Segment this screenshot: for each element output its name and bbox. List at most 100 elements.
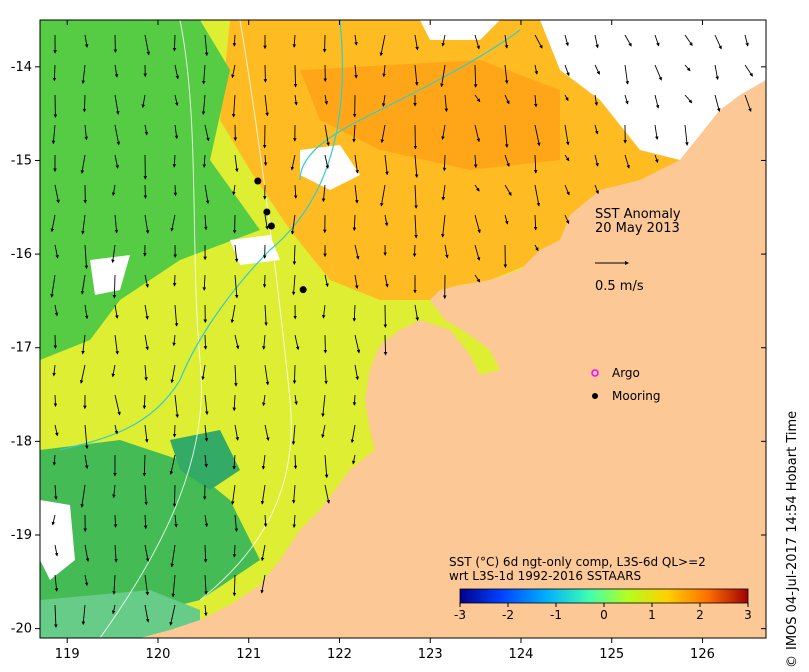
current-vector-arrow (174, 94, 179, 107)
current-vector-arrow (114, 94, 120, 115)
current-vector-arrow (231, 94, 236, 118)
current-vector-arrow (81, 334, 86, 355)
colorbar-caption-line2: wrt L3S-1d 1992-2016 SSTAARS (449, 569, 641, 583)
current-vector-arrow (84, 244, 89, 270)
current-vector-arrow (54, 184, 60, 204)
current-vector-arrow (534, 124, 541, 147)
current-vector-arrow (324, 454, 329, 479)
argo-marker-icon (591, 369, 599, 377)
current-vector-arrow (111, 364, 116, 378)
current-vector-arrow (232, 394, 237, 412)
current-vector-arrow (441, 124, 446, 141)
current-vector-arrow (504, 124, 509, 148)
current-vector-arrow (174, 514, 178, 528)
current-vector-arrow (291, 274, 296, 296)
current-vector-arrow (114, 154, 119, 169)
current-vector-arrow (564, 154, 570, 162)
current-vector-arrow (291, 424, 296, 446)
current-vector-arrow (204, 514, 209, 528)
current-vector-arrow (54, 544, 59, 557)
current-vector-arrow (264, 214, 269, 230)
current-vector-arrow (174, 304, 179, 327)
current-vector-arrow (234, 274, 239, 299)
current-vector-arrow (533, 154, 538, 174)
current-vector-arrow (262, 334, 266, 350)
current-vector-arrow (112, 274, 117, 299)
legend: Argo Mooring (591, 366, 661, 403)
current-vector-arrow (594, 34, 599, 49)
current-vector-arrow (144, 424, 149, 443)
current-vector-arrow (142, 454, 147, 477)
current-vector-arrow (172, 154, 177, 168)
colorbar: SST (°C) 6d ngt-only comp, L3S-6d QL>=2 … (449, 555, 752, 622)
current-vector-arrow (144, 334, 149, 351)
current-vector-arrow (203, 604, 208, 617)
current-vector-arrow (169, 454, 176, 475)
current-vector-arrow (474, 124, 481, 143)
current-vector-arrow (54, 484, 58, 500)
current-vector-arrow (171, 574, 176, 598)
current-vector-arrow (714, 94, 721, 112)
current-vector-arrow (204, 184, 210, 205)
current-vector-arrow (324, 94, 328, 105)
current-vector-arrow (351, 454, 356, 465)
current-vector-arrow (414, 214, 418, 239)
current-vector-arrow (504, 34, 509, 49)
current-vector-arrow (324, 484, 331, 504)
y-tick-label: -17 (11, 341, 32, 356)
current-vector-arrow (293, 184, 298, 199)
current-vector-arrow (111, 604, 116, 615)
current-vector-arrow (53, 394, 58, 408)
current-vector-arrow (169, 604, 176, 626)
current-vector-arrow (174, 64, 180, 80)
current-vector-arrow (564, 214, 570, 225)
current-vector-arrow (141, 94, 146, 109)
current-vector-arrow (203, 544, 208, 563)
current-vector-arrow (262, 394, 266, 407)
current-vector-arrow (202, 274, 207, 291)
current-vector-arrow (234, 364, 238, 387)
colorbar-tick-label: 1 (648, 608, 656, 622)
current-vector-arrow (260, 544, 266, 562)
current-vector-arrow (52, 454, 57, 466)
colorbar-tick-label: 3 (744, 608, 752, 622)
current-vector-arrow (52, 364, 56, 377)
current-vector-arrow (84, 454, 89, 470)
current-vector-arrow (440, 64, 446, 88)
current-vector-arrow (354, 154, 359, 174)
current-vector-arrow (54, 604, 58, 628)
current-vector-arrow (744, 94, 752, 112)
current-vector-arrow (232, 454, 236, 470)
current-vector-arrow (324, 124, 330, 147)
current-vector-arrow (84, 304, 89, 320)
current-vector-arrow (474, 94, 481, 103)
current-vector-arrow (144, 304, 149, 320)
current-vector-arrow (564, 34, 569, 47)
current-vector-arrow (54, 424, 59, 437)
map-plot-area (40, 20, 766, 638)
current-vector-arrow (354, 184, 359, 204)
current-vector-arrow (414, 184, 418, 209)
current-vector-arrow (744, 34, 749, 47)
current-vector-arrow (504, 184, 512, 196)
current-vector-arrow (291, 484, 296, 504)
current-vector-arrow (114, 424, 119, 435)
cool-anomaly-southcoast (40, 590, 200, 638)
current-vector-arrow (84, 34, 89, 48)
current-vector-arrow (294, 334, 300, 351)
current-vector-arrow (384, 274, 389, 288)
current-vector-arrow (232, 544, 237, 558)
mooring-point (299, 286, 307, 294)
current-vector-arrow (114, 544, 118, 563)
current-vector-arrow (234, 154, 239, 173)
current-vector-arrow (321, 424, 326, 439)
current-vector-arrow (84, 574, 89, 587)
current-vector-arrow (534, 244, 539, 252)
current-vector-arrow (84, 544, 90, 563)
current-vector-arrow (534, 34, 543, 49)
current-vector-arrow (504, 94, 510, 105)
current-vector-arrow (354, 274, 359, 289)
x-tick-label: 124 (509, 647, 534, 662)
current-vector-arrow (414, 64, 419, 86)
